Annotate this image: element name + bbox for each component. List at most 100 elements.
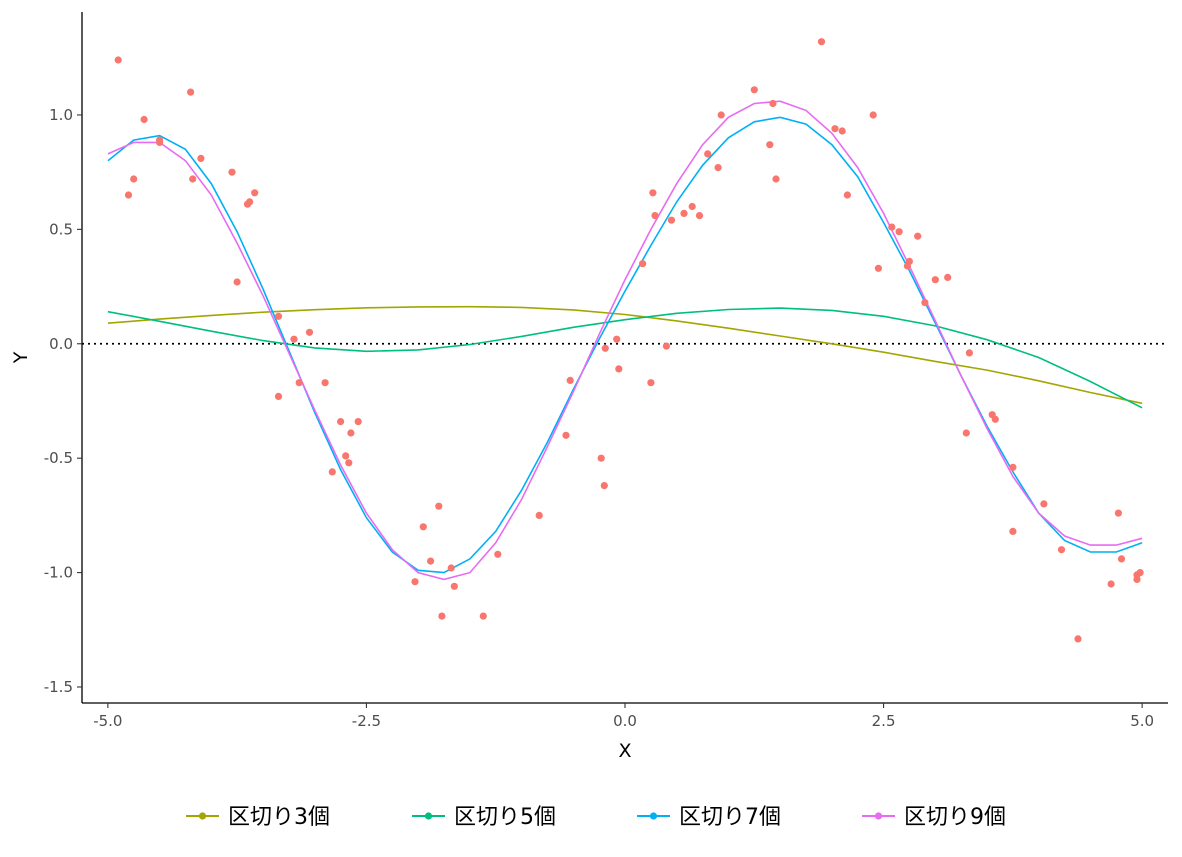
data-point bbox=[124, 191, 133, 199]
data-point bbox=[649, 189, 657, 197]
data-point bbox=[717, 111, 725, 119]
x-tick-label: -2.5 bbox=[352, 712, 381, 730]
data-point bbox=[688, 202, 696, 211]
legend-key-point bbox=[649, 812, 658, 820]
data-point bbox=[600, 482, 608, 490]
data-point bbox=[704, 150, 712, 158]
data-point bbox=[189, 175, 197, 183]
data-point bbox=[1117, 555, 1126, 563]
legend-key-point bbox=[424, 812, 433, 820]
y-tick-label: -0.5 bbox=[44, 449, 73, 467]
x-axis-title: X bbox=[618, 740, 631, 762]
legend-item-4: 区切り9個 bbox=[862, 805, 1006, 830]
data-point bbox=[535, 511, 543, 519]
data-point bbox=[1136, 569, 1144, 577]
data-point bbox=[647, 379, 655, 387]
series-line-2 bbox=[107, 307, 1143, 409]
data-point bbox=[1074, 635, 1082, 643]
data-point bbox=[427, 557, 435, 565]
y-axis-title: Y bbox=[10, 351, 32, 364]
data-point bbox=[447, 564, 455, 572]
legend-key-point bbox=[198, 812, 207, 820]
x-tick-label: 5.0 bbox=[1130, 712, 1154, 730]
data-point bbox=[597, 454, 605, 462]
y-tick-label: 0.0 bbox=[49, 335, 73, 353]
data-point bbox=[156, 138, 164, 146]
data-point bbox=[562, 431, 570, 439]
data-point bbox=[667, 216, 676, 224]
data-point bbox=[1114, 509, 1122, 517]
data-point bbox=[354, 418, 362, 426]
axes: -5.0 -2.5 0.0 2.5 5.0 -1.5 -1.0 -0.5 0.0 0.5 1.0 bbox=[44, 12, 1168, 730]
scatter-points bbox=[114, 38, 1144, 643]
data-point bbox=[817, 38, 826, 46]
data-point bbox=[766, 141, 774, 149]
data-point bbox=[566, 376, 574, 384]
data-point bbox=[494, 550, 502, 558]
legend-item-2: 区切り5個 bbox=[412, 805, 556, 830]
legend-key-point bbox=[874, 812, 883, 820]
data-point bbox=[615, 365, 623, 373]
data-point bbox=[965, 349, 974, 357]
data-point bbox=[601, 344, 609, 352]
data-point bbox=[869, 111, 877, 119]
x-tick-label: 0.0 bbox=[613, 712, 637, 730]
data-point bbox=[246, 198, 254, 206]
data-point bbox=[772, 175, 780, 183]
data-point bbox=[1009, 463, 1017, 471]
data-point bbox=[274, 392, 283, 400]
data-point bbox=[233, 278, 241, 286]
data-point bbox=[438, 612, 446, 620]
x-tick-label: -5.0 bbox=[93, 712, 122, 730]
data-point bbox=[714, 164, 722, 172]
data-point bbox=[290, 335, 298, 343]
data-point bbox=[639, 260, 647, 268]
data-point bbox=[450, 582, 458, 590]
data-point bbox=[274, 312, 283, 320]
legend-label: 区切り7個 bbox=[679, 805, 781, 830]
legend: 区切り3個 区切り5個 区切り7個 区切り9個 bbox=[186, 805, 1006, 830]
data-point bbox=[962, 429, 970, 437]
data-point bbox=[1057, 546, 1066, 554]
data-point bbox=[187, 88, 195, 96]
data-point bbox=[931, 276, 939, 284]
data-point bbox=[1040, 500, 1048, 508]
data-point bbox=[680, 209, 688, 217]
y-tick-label: 1.0 bbox=[49, 106, 73, 124]
series-layer bbox=[107, 100, 1143, 581]
data-point bbox=[613, 335, 621, 343]
data-point bbox=[140, 115, 148, 124]
legend-label: 区切り5個 bbox=[454, 805, 556, 830]
data-point bbox=[662, 342, 671, 350]
data-point bbox=[305, 328, 314, 336]
data-point bbox=[905, 257, 914, 265]
data-point bbox=[130, 175, 138, 183]
data-point bbox=[769, 99, 777, 108]
legend-item-3: 区切り7個 bbox=[637, 805, 781, 830]
data-point bbox=[1107, 580, 1115, 588]
data-point bbox=[479, 612, 487, 620]
data-point bbox=[419, 523, 427, 531]
data-point bbox=[295, 379, 303, 387]
series-line-1 bbox=[107, 305, 1143, 405]
series-line-3 bbox=[107, 116, 1143, 574]
data-point bbox=[914, 232, 922, 240]
data-point bbox=[197, 154, 205, 162]
y-tick-label: -1.0 bbox=[44, 564, 73, 582]
data-point bbox=[435, 502, 443, 510]
data-point bbox=[337, 418, 345, 426]
data-point bbox=[843, 191, 852, 199]
data-point bbox=[251, 189, 259, 197]
data-point bbox=[944, 273, 952, 281]
data-point bbox=[695, 212, 704, 220]
data-point bbox=[411, 578, 419, 586]
y-tick-label: -1.5 bbox=[44, 678, 73, 696]
data-point bbox=[895, 228, 903, 236]
data-point bbox=[345, 459, 353, 467]
data-point bbox=[991, 415, 999, 423]
data-point bbox=[838, 127, 846, 135]
data-point bbox=[228, 168, 236, 176]
data-point bbox=[750, 86, 758, 94]
data-point bbox=[888, 223, 896, 231]
